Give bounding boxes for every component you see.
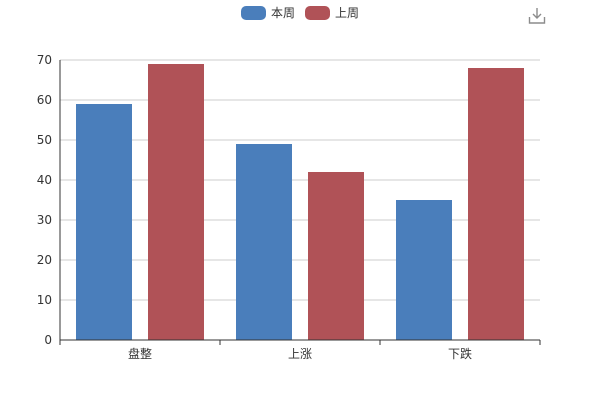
bar-last-week[interactable] bbox=[468, 68, 524, 340]
legend-label-this-week: 本周 bbox=[270, 6, 295, 20]
y-tick-label: 40 bbox=[37, 173, 52, 187]
legend-item-this-week[interactable]: 本周 bbox=[240, 4, 295, 21]
y-tick-label: 10 bbox=[37, 293, 52, 307]
bar-this-week[interactable] bbox=[236, 144, 292, 340]
y-tick-label: 0 bbox=[44, 333, 52, 347]
legend-swatch-last-week bbox=[305, 5, 330, 20]
y-tick-label: 60 bbox=[37, 93, 52, 107]
download-icon bbox=[528, 8, 546, 24]
bar-last-week[interactable] bbox=[308, 172, 364, 340]
bar-this-week[interactable] bbox=[396, 200, 452, 340]
legend-swatch-this-week bbox=[240, 5, 266, 20]
bar-last-week[interactable] bbox=[148, 64, 204, 340]
save-as-image-button[interactable] bbox=[528, 7, 546, 25]
y-tick-label: 70 bbox=[37, 53, 52, 67]
y-tick-label: 20 bbox=[37, 253, 52, 267]
x-tick-label: 盘整 bbox=[128, 346, 152, 361]
bar-this-week[interactable] bbox=[76, 104, 132, 340]
bars bbox=[76, 64, 524, 340]
y-tick-label: 50 bbox=[37, 133, 52, 147]
legend-item-last-week[interactable]: 上周 bbox=[305, 4, 359, 21]
legend-label-last-week: 上周 bbox=[335, 6, 360, 20]
grid-lines bbox=[60, 59, 540, 301]
x-tick-label: 上涨 bbox=[288, 346, 312, 361]
chart-legend: 本周 上周 bbox=[0, 4, 600, 21]
x-tick-label: 下跌 bbox=[448, 346, 472, 361]
y-tick-label: 30 bbox=[37, 213, 52, 227]
axes: 0 10 20 30 40 50 60 70 盘整 上涨 下跌 bbox=[37, 53, 541, 361]
